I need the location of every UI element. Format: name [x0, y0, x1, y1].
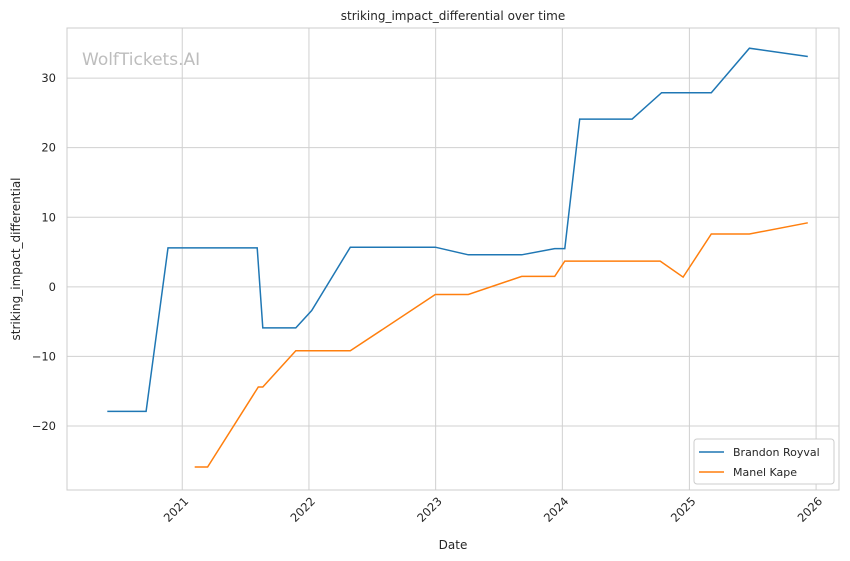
legend: Brandon Royval Manel Kape	[693, 438, 835, 485]
y-tick-label: 30	[41, 71, 56, 85]
y-axis-title: striking_impact_differential	[9, 177, 23, 340]
y-tick-label: −20	[32, 419, 56, 433]
y-tick-label: 20	[41, 141, 56, 155]
plot-frame	[66, 27, 840, 491]
series-line-manel-kape	[194, 222, 808, 468]
x-tick-label: 2025	[668, 494, 699, 525]
x-tick-label: 2024	[541, 494, 572, 525]
grid	[67, 28, 839, 490]
chart-title: striking_impact_differential over time	[341, 9, 566, 23]
x-axis-title: Date	[439, 538, 468, 552]
x-tick-label: 2026	[795, 494, 826, 525]
y-tick-label: −10	[32, 349, 56, 363]
legend-label-brandon-royval: Brandon Royval	[733, 446, 820, 459]
legend-label-manel-kape: Manel Kape	[733, 466, 797, 479]
y-tick-label: 0	[49, 280, 56, 294]
x-tick-label: 2022	[287, 494, 318, 525]
x-tick-label: 2021	[161, 494, 192, 525]
series-layer	[107, 47, 808, 468]
watermark: WolfTickets.AI	[82, 50, 200, 70]
y-tick-label: 10	[41, 210, 56, 224]
series-line-brandon-royval	[107, 47, 808, 413]
x-tick-label: 2023	[414, 494, 445, 525]
legend-box	[693, 438, 835, 485]
